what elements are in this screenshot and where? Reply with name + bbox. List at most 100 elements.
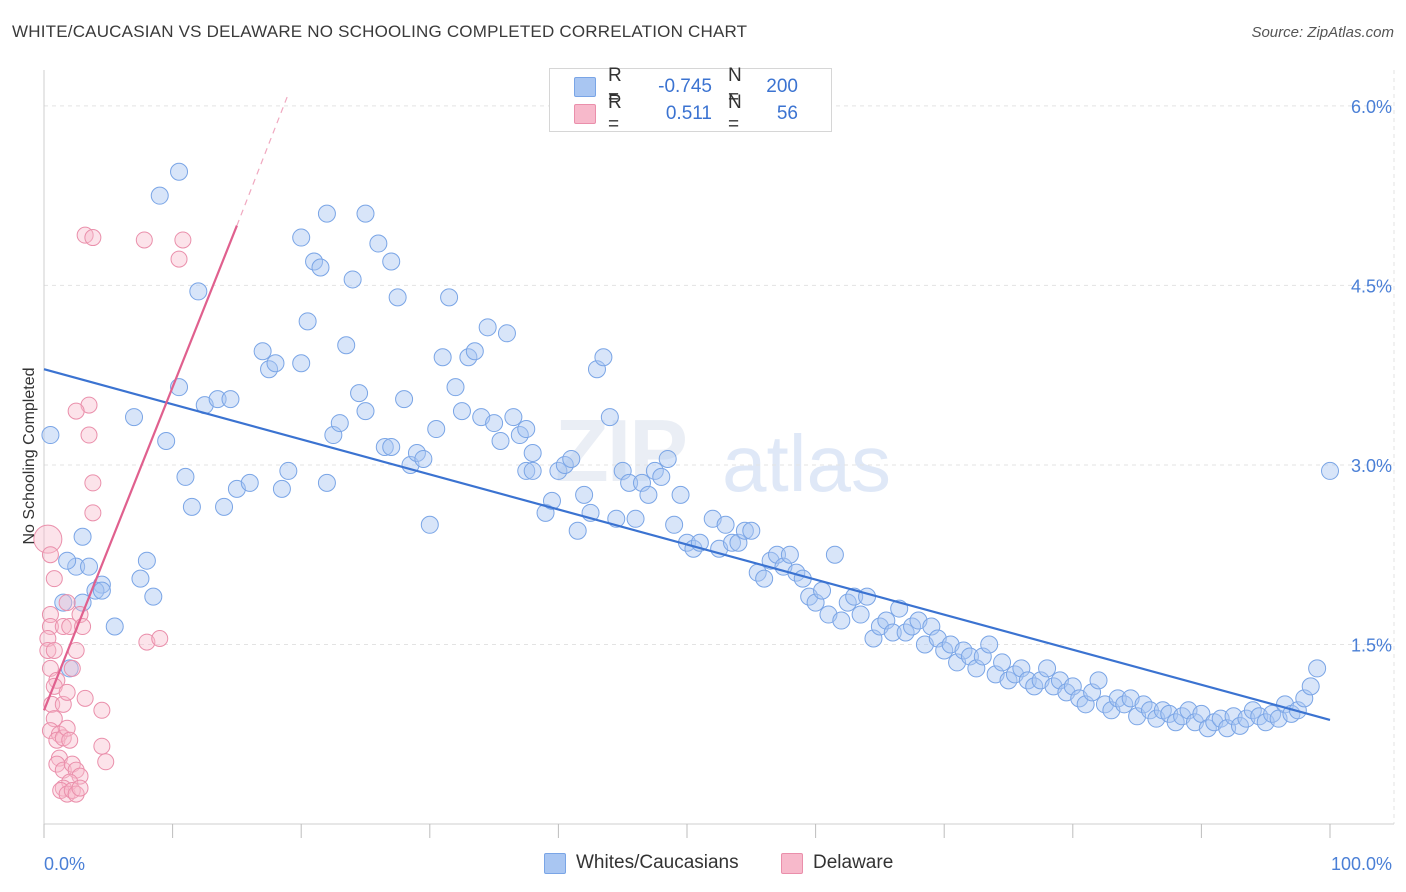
legend-r-value: 0.511 [665,103,712,124]
point-whites [665,515,684,534]
point-whites [478,318,497,337]
point-whites [298,312,317,331]
point-delaware [63,659,81,677]
legend-r-label: R = [608,65,622,108]
point-whites [1308,659,1327,678]
chart-title: WHITE/CAUCASIAN VS DELAWARE NO SCHOOLING… [12,22,748,41]
legend-swatch-delaware [574,104,596,124]
point-whites [626,509,645,528]
point-whites [1063,677,1082,696]
point-whites [620,473,639,492]
point-whites [150,186,169,205]
point-whites [420,515,439,534]
point-delaware [71,767,89,785]
point-whites [343,270,362,289]
point-delaware [58,683,76,701]
point-whites [157,432,176,451]
point-delaware [71,779,89,797]
point-whites [330,414,349,433]
bottom-legend-whites[interactable]: Whites/Caucasians [544,852,739,874]
y-tick-label: 1.5% [1351,635,1392,655]
trend-line-whites [43,368,1331,721]
point-whites [832,611,851,630]
point-whites [813,581,832,600]
point-whites [639,485,658,504]
trend-line-delaware [42,225,238,711]
axes [43,70,1394,838]
point-whites [632,473,651,492]
series-delaware [33,226,192,803]
legend: R = -0.745 N = 200 R = 0.511 N = 56 [549,65,832,135]
point-whites [980,635,999,654]
point-whites [652,467,671,486]
point-whites [1083,683,1102,702]
y-tick-label: 6.0% [1351,97,1392,117]
point-whites [1321,461,1339,480]
bottom-legend-delaware[interactable]: Delaware [781,852,893,874]
point-whites [240,473,259,492]
point-whites [716,515,735,534]
point-whites [356,402,375,421]
point-whites [41,426,60,445]
point-delaware [67,402,85,420]
point-delaware [135,231,153,249]
point-whites [517,420,536,439]
y-tick-label: 4.5% [1351,276,1392,296]
point-whites [440,288,459,307]
point-delaware [93,737,111,755]
point-whites [182,497,201,516]
point-whites [137,551,156,570]
point-delaware [151,629,169,647]
point-whites [170,162,189,181]
point-whites [568,521,587,540]
point-delaware [41,546,59,564]
point-whites [414,449,433,468]
point-whites [1295,689,1314,708]
point-delaware [54,618,72,636]
point-whites [504,408,523,427]
legend-row-whites: R = -0.745 N = 200 [574,65,798,108]
point-whites [542,491,561,510]
point-whites [105,617,124,636]
point-whites [292,354,311,373]
point-whites [562,449,581,468]
x-tick-label: 100.0% [1331,854,1392,874]
point-delaware [76,689,94,707]
point-delaware [58,594,76,612]
trend-line-delaware-extension [236,93,289,226]
bottom-legend-label-delaware: Delaware [813,852,894,873]
point-whites [600,408,619,427]
point-whites [877,611,896,630]
point-whites [144,587,163,606]
point-whites [517,461,536,480]
point-whites [973,647,992,666]
point-whites [864,629,883,648]
point-delaware [84,504,102,522]
point-whites [311,258,330,277]
point-delaware [45,570,63,588]
point-whites [491,432,510,451]
point-whites [1012,659,1031,678]
point-delaware [33,524,63,554]
legend-r-label: R = [608,92,622,135]
point-whites [221,390,240,409]
bottom-legend: Whites/Caucasians Delaware [0,852,1406,878]
legend-n-value: 200 [766,76,798,97]
point-whites [452,402,471,421]
point-whites [324,426,343,445]
point-whites [67,557,86,576]
point-delaware [61,731,79,749]
point-delaware [41,606,59,624]
point-delaware [138,633,156,651]
point-delaware [93,701,111,719]
point-whites [587,360,606,379]
watermark-atlas: atlas [722,419,891,508]
point-whites [806,593,825,612]
point-whites [215,497,234,516]
point-whites [433,348,452,367]
point-delaware [48,731,66,749]
legend-swatch-whites [574,77,596,97]
legend-row-delaware: R = 0.511 N = 56 [574,92,798,135]
point-whites [1301,677,1320,696]
point-whites [922,617,941,636]
